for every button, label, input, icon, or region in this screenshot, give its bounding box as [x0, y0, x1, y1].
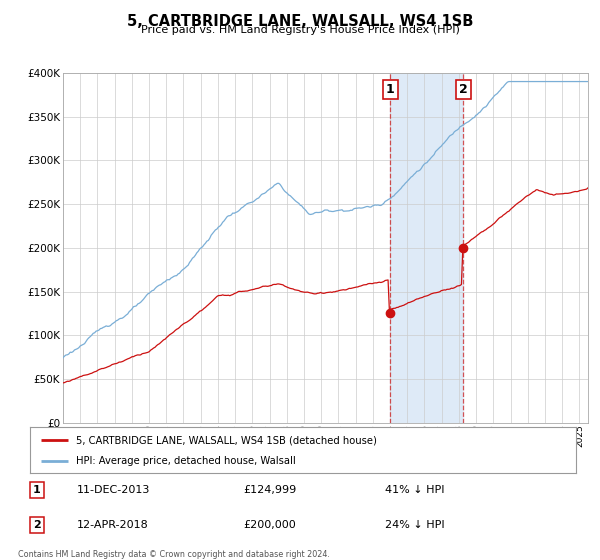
Text: 41% ↓ HPI: 41% ↓ HPI: [385, 485, 444, 495]
Text: £124,999: £124,999: [244, 485, 297, 495]
Text: 5, CARTBRIDGE LANE, WALSALL, WS4 1SB: 5, CARTBRIDGE LANE, WALSALL, WS4 1SB: [127, 14, 473, 29]
Text: Contains HM Land Registry data © Crown copyright and database right 2024.
This d: Contains HM Land Registry data © Crown c…: [18, 550, 330, 560]
Text: 5, CARTBRIDGE LANE, WALSALL, WS4 1SB (detached house): 5, CARTBRIDGE LANE, WALSALL, WS4 1SB (de…: [76, 435, 377, 445]
Text: 12-APR-2018: 12-APR-2018: [77, 520, 149, 530]
Bar: [390, 73, 463, 423]
Text: 11-DEC-2013: 11-DEC-2013: [77, 485, 151, 495]
Text: 1: 1: [386, 83, 394, 96]
Text: Price paid vs. HM Land Registry's House Price Index (HPI): Price paid vs. HM Land Registry's House …: [140, 25, 460, 35]
Text: 24% ↓ HPI: 24% ↓ HPI: [385, 520, 444, 530]
Text: £200,000: £200,000: [244, 520, 296, 530]
Text: 2: 2: [33, 520, 40, 530]
Text: 2: 2: [459, 83, 467, 96]
Text: 1: 1: [33, 485, 40, 495]
Text: HPI: Average price, detached house, Walsall: HPI: Average price, detached house, Wals…: [76, 456, 296, 466]
